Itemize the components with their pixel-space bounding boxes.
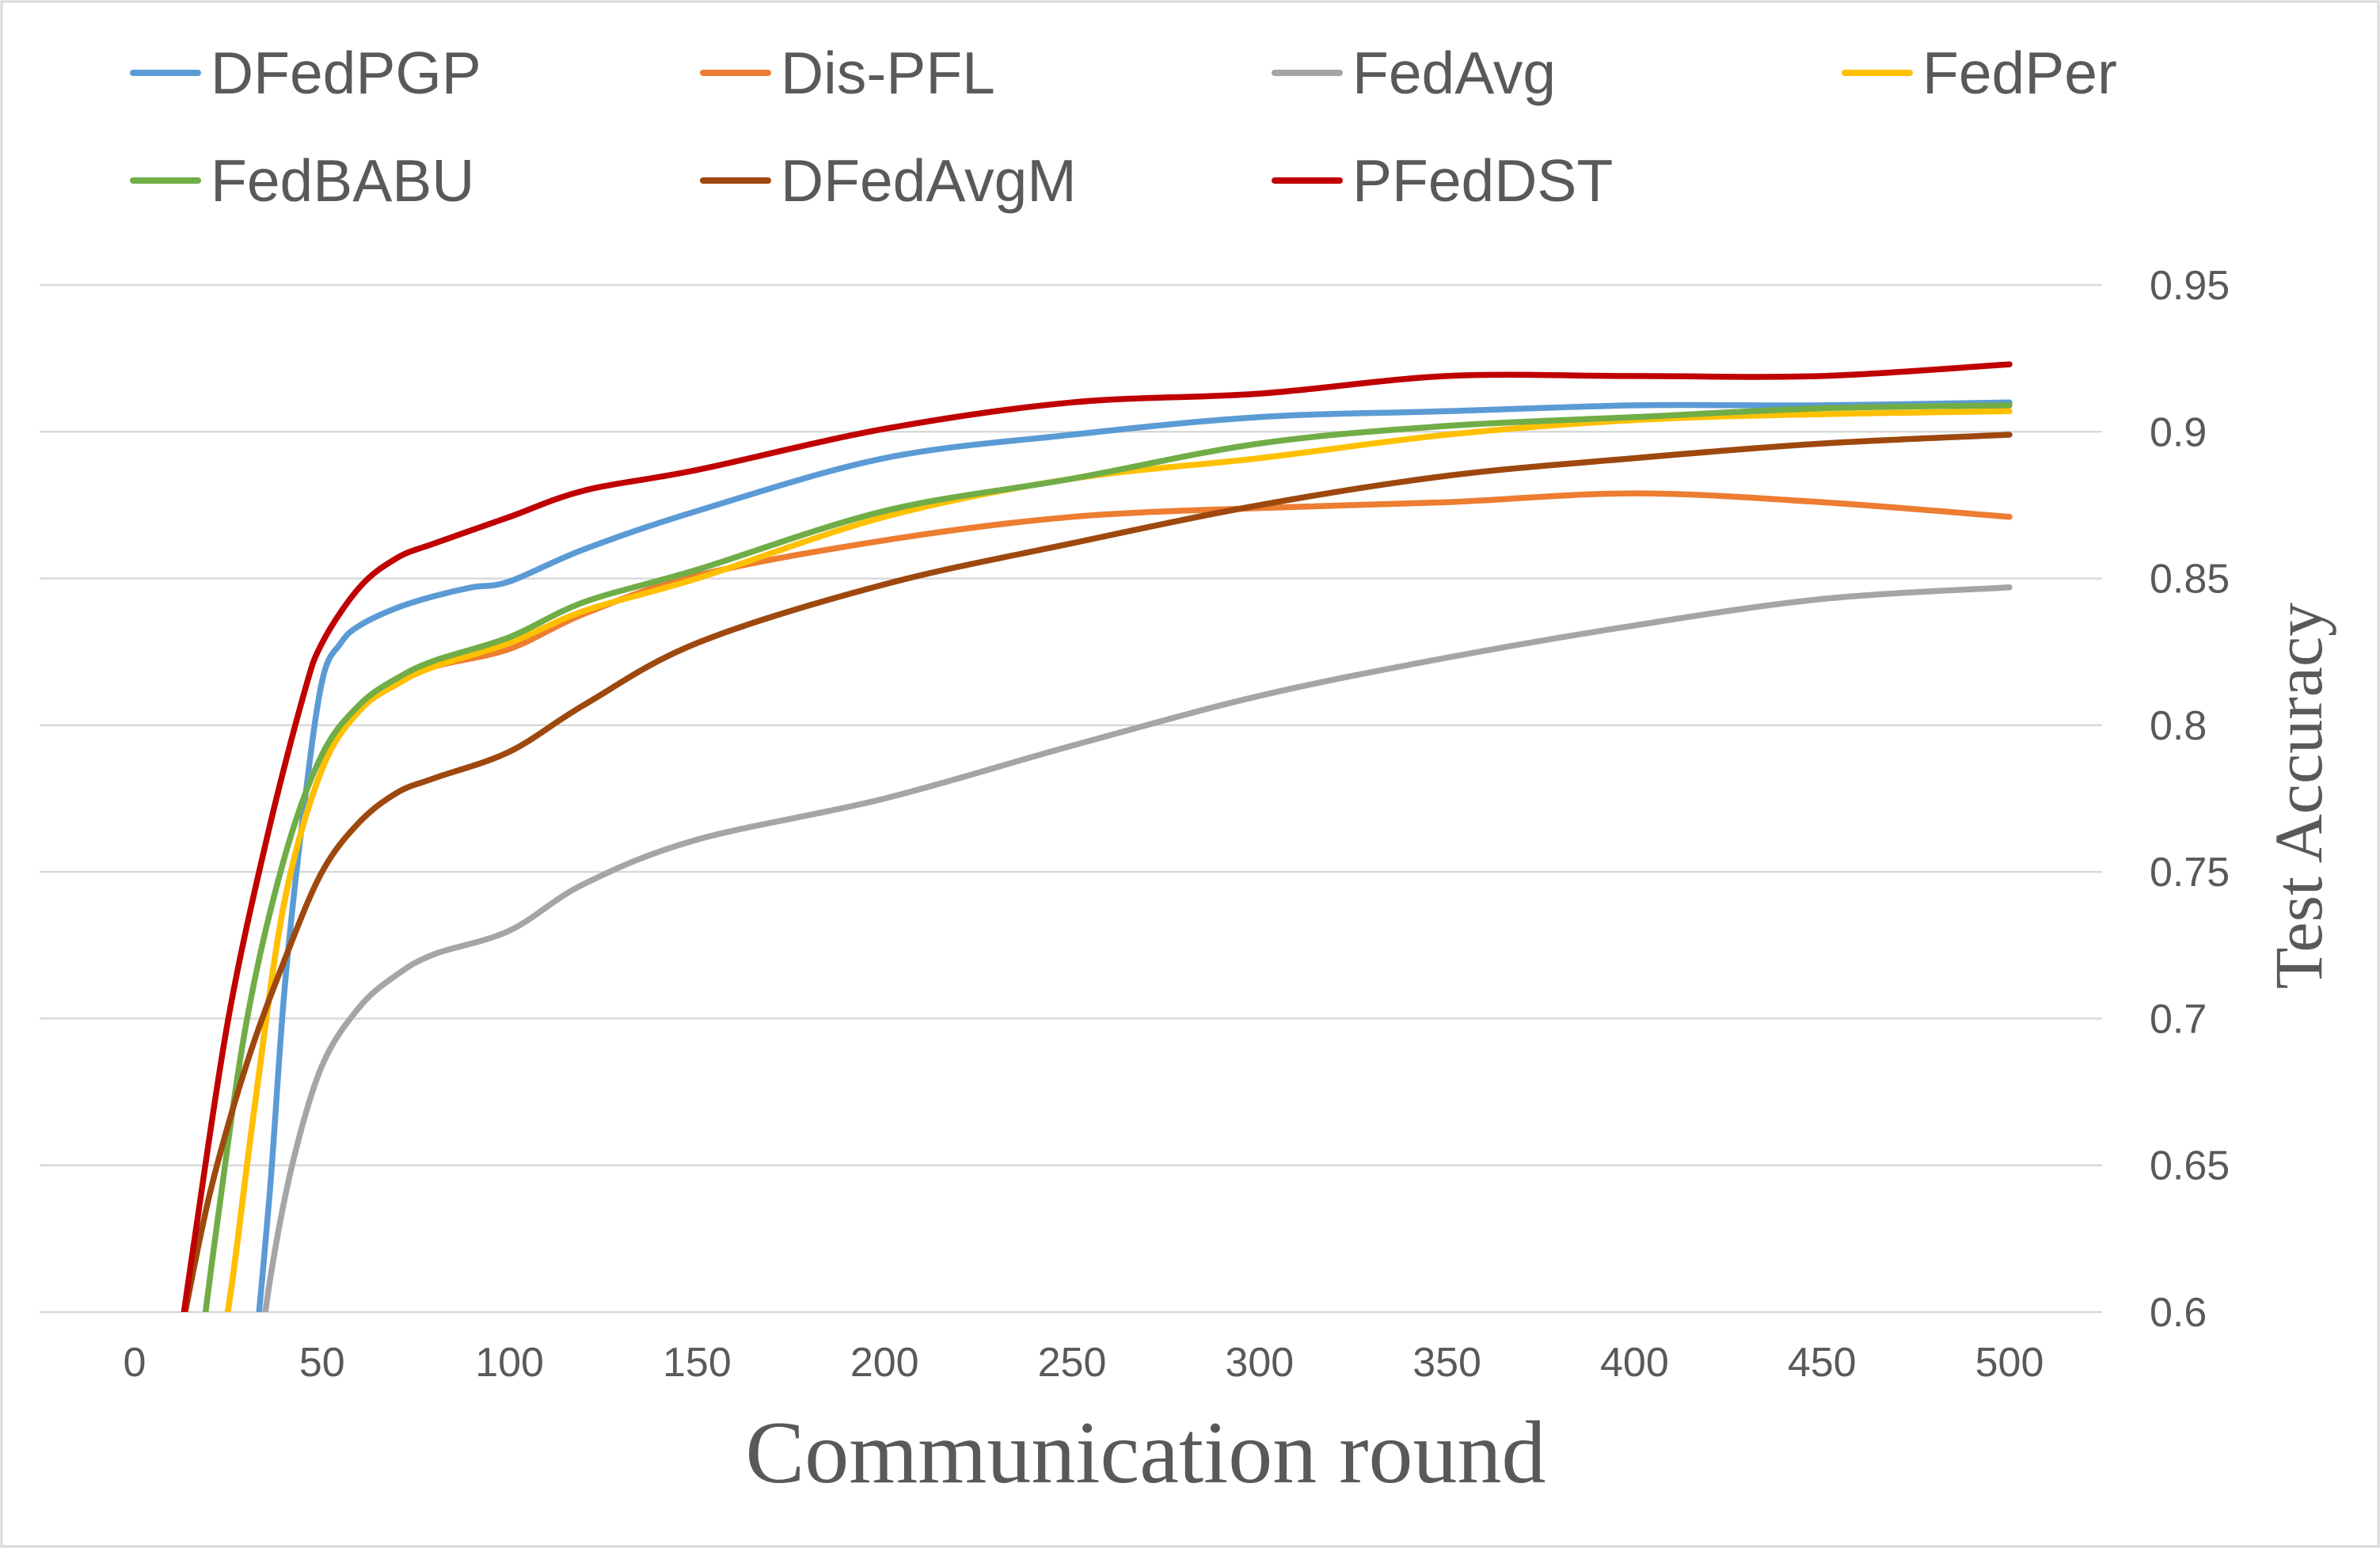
- x-tick-label: 0: [124, 1340, 146, 1386]
- x-tick-label: 450: [1788, 1340, 1857, 1386]
- y-tick-label: 0.9: [2150, 409, 2207, 455]
- legend-label: Dis-PFL: [781, 40, 995, 106]
- y-tick-label: 0.65: [2150, 1143, 2230, 1189]
- y-tick-label: 0.8: [2150, 703, 2207, 749]
- y-axis-ticks: 0.6 0.65 0.7 0.75 0.8 0.85 0.9 0.95: [2150, 263, 2230, 1336]
- series-line-fedbabu: [202, 402, 2013, 1312]
- legend-label: DFedPGP: [211, 40, 481, 106]
- legend-item-pfeddst: PFedDST: [1272, 147, 1613, 214]
- y-tick-label: 0.6: [2150, 1290, 2207, 1336]
- x-tick-label: 250: [1038, 1340, 1107, 1386]
- x-axis-title: Communication round: [745, 1404, 1545, 1502]
- legend-item-fedbabu: FedBABU: [130, 147, 474, 214]
- legend-label: FedBABU: [211, 147, 474, 214]
- x-axis-ticks: 0 50 100 150 200 250 300 350 400 450 500: [124, 1340, 2044, 1386]
- x-tick-label: 500: [1975, 1340, 2044, 1386]
- y-tick-label: 0.7: [2150, 996, 2207, 1042]
- legend-label: FedAvg: [1352, 40, 1556, 106]
- legend-label: DFedAvgM: [781, 147, 1077, 214]
- x-tick-label: 100: [475, 1340, 544, 1386]
- legend: DFedPGP Dis-PFL FedAvg FedPer FedBABU DFedAvg…: [130, 40, 2117, 214]
- x-tick-label: 400: [1600, 1340, 1669, 1386]
- series-line-fedavg: [262, 584, 2013, 1312]
- x-tick-label: 200: [850, 1340, 919, 1386]
- series-line-pfeddst: [181, 361, 2013, 1312]
- series-line-dfedpgp: [256, 399, 2013, 1312]
- gridlines: [40, 283, 2102, 1314]
- legend-item-fedper: FedPer: [1842, 40, 2117, 106]
- series-line-fedper: [224, 408, 2013, 1312]
- x-tick-label: 50: [299, 1340, 345, 1386]
- legend-item-dfedpgp: DFedPGP: [130, 40, 481, 106]
- x-tick-label: 350: [1412, 1340, 1481, 1386]
- y-tick-label: 0.95: [2150, 263, 2230, 309]
- y-axis-title: Test Accuracy: [2260, 603, 2336, 989]
- legend-item-dis-pfl: Dis-PFL: [700, 40, 995, 106]
- series-lines: [181, 361, 2013, 1312]
- x-tick-label: 150: [663, 1340, 732, 1386]
- y-tick-label: 0.85: [2150, 557, 2230, 603]
- legend-label: FedPer: [1922, 40, 2117, 106]
- x-tick-label: 300: [1225, 1340, 1294, 1386]
- y-tick-label: 0.75: [2150, 850, 2230, 896]
- legend-item-dfedavgm: DFedAvgM: [700, 147, 1077, 214]
- legend-label: PFedDST: [1352, 147, 1613, 214]
- series-line-dfedavgm: [182, 432, 2013, 1312]
- legend-item-fedavg: FedAvg: [1272, 40, 1556, 106]
